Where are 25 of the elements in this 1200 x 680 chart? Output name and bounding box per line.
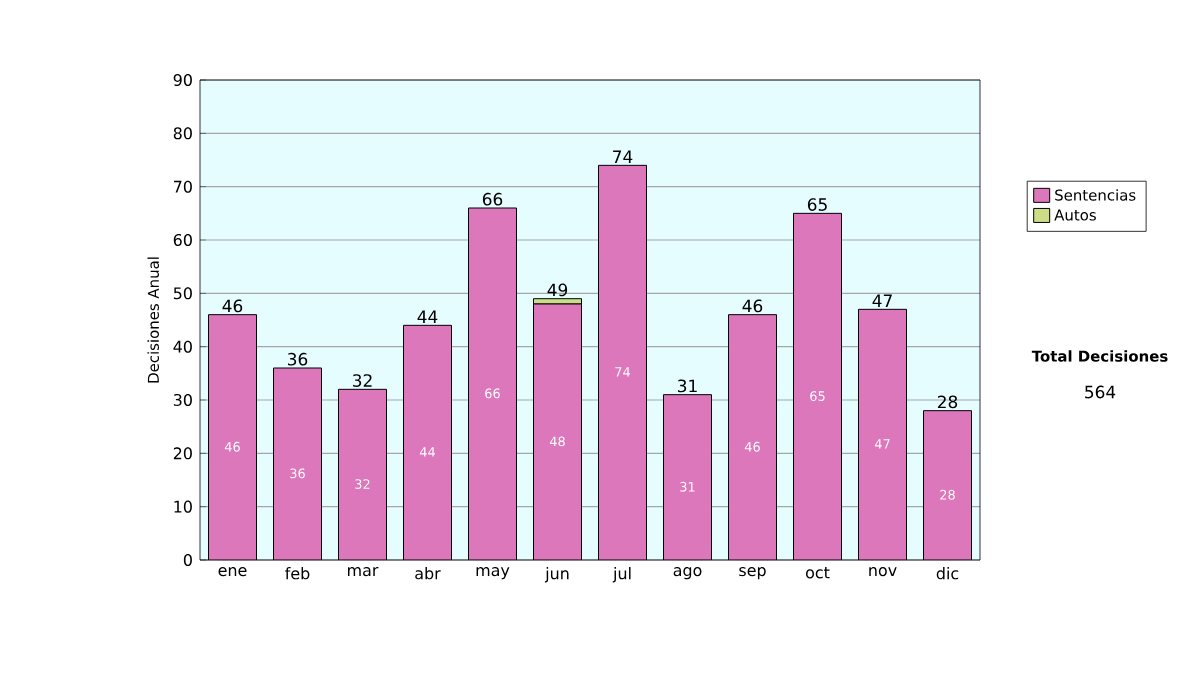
bar — [923, 410, 973, 560]
total-label: 49 — [547, 283, 568, 297]
total-label: 46 — [222, 299, 243, 313]
bar — [468, 208, 517, 560]
total-label: 36 — [288, 352, 308, 366]
total-label: 28 — [937, 395, 958, 409]
total-label: 31 — [678, 379, 697, 393]
total-label: 46 — [742, 299, 763, 313]
bar — [793, 213, 842, 560]
bar — [533, 304, 582, 560]
bar — [273, 368, 322, 560]
total-label: 66 — [482, 192, 503, 206]
total-label: 32 — [353, 374, 372, 387]
bar — [728, 314, 777, 560]
total-label: 65 — [807, 198, 827, 211]
bar — [858, 309, 907, 560]
bar — [598, 165, 647, 560]
bar — [208, 314, 257, 560]
total-label: 74 — [613, 150, 633, 163]
total-label: 47 — [872, 294, 892, 307]
bar — [663, 394, 712, 560]
total-label: 44 — [417, 310, 438, 323]
text: 564 — [1085, 385, 1116, 399]
bar — [403, 325, 452, 560]
bar — [338, 389, 387, 560]
